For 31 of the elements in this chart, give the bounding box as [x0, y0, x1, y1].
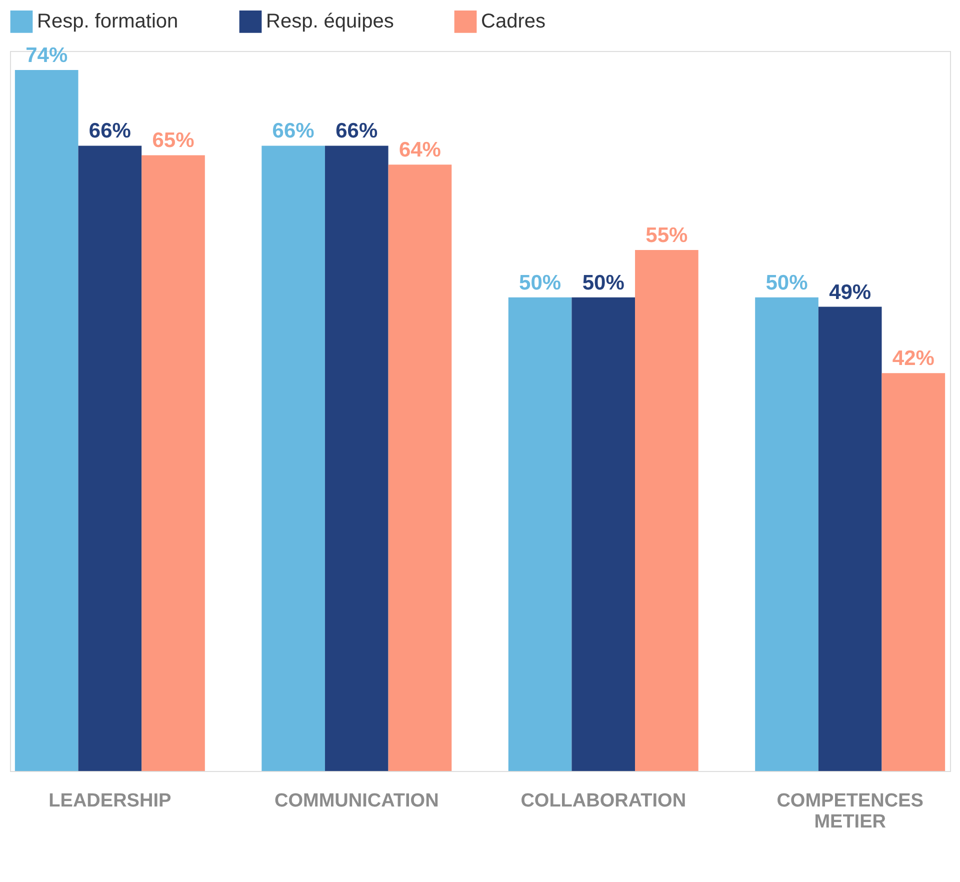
bar	[882, 373, 946, 771]
legend-label: Resp. équipes	[266, 10, 394, 33]
data-label: 50%	[582, 271, 625, 294]
data-label: 49%	[829, 280, 872, 304]
x-tick-label: COLLABORATION	[520, 790, 686, 812]
data-label: 50%	[766, 271, 808, 294]
x-tick-label: COMPETENCES METIER	[776, 790, 924, 832]
data-label: 66%	[336, 120, 378, 143]
data-label: 65%	[152, 129, 195, 152]
data-label: 66%	[272, 120, 315, 143]
bar	[508, 297, 572, 771]
bar	[572, 297, 636, 771]
bar	[635, 250, 698, 771]
data-label: 66%	[88, 120, 132, 143]
bar	[324, 146, 388, 771]
bar	[78, 146, 142, 771]
data-label: 50%	[519, 271, 562, 294]
bar	[142, 155, 205, 771]
data-label: 74%	[26, 44, 68, 67]
data-label: 42%	[892, 347, 935, 370]
bar	[755, 297, 818, 771]
bar	[388, 164, 452, 771]
data-label: 55%	[646, 224, 688, 247]
bar	[818, 306, 882, 771]
data-label: 64%	[398, 138, 442, 162]
x-tick-label: COMMUNICATION	[274, 790, 439, 812]
bar	[262, 146, 325, 771]
legend-label: Resp. formation	[37, 10, 178, 33]
bar	[14, 70, 78, 771]
legend-label: Cadres	[481, 10, 546, 33]
x-tick-label: LEADERSHIP	[48, 790, 172, 812]
